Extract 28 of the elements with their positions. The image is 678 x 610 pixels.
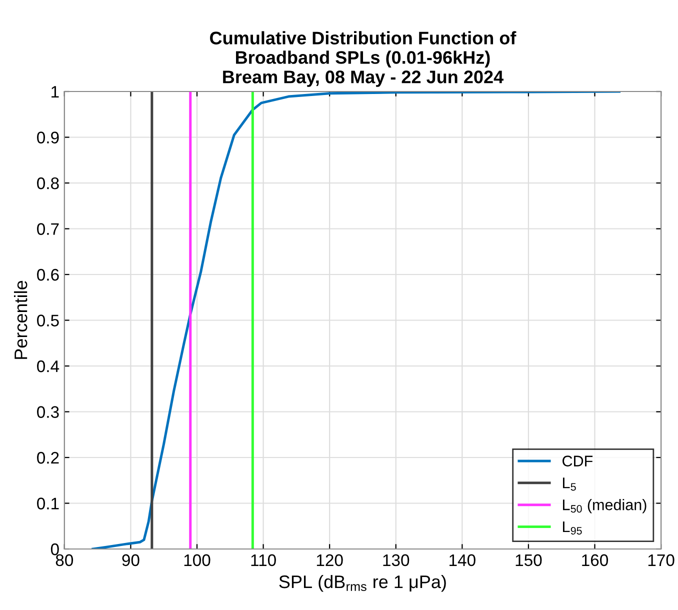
- y-tick-label: 0.3: [37, 406, 59, 418]
- x-tick-label: 110: [251, 554, 276, 566]
- legend-label: CDF: [562, 456, 593, 466]
- legend-label: L$_{95}$: [563, 522, 582, 535]
- x-tick-label: 160: [582, 554, 608, 566]
- x-tick-label: 170: [648, 554, 674, 566]
- y-tick-label: 0.6: [37, 268, 59, 281]
- x-tick-label: 140: [450, 554, 476, 566]
- x-tick-label: 100: [184, 554, 210, 566]
- x-tick-label: 150: [516, 554, 542, 566]
- x-tick-label: 90: [122, 554, 140, 566]
- y-tick-label: 0.7: [37, 223, 59, 235]
- legend-label: L$_{50}$ (median): [563, 499, 646, 514]
- y-tick-label: 0.5: [37, 314, 59, 326]
- x-axis-title: SPL (dB$_{rms}$ re 1 μPa): [279, 574, 446, 592]
- x-tick-label: 80: [56, 554, 74, 566]
- y-tick-label: 0.9: [37, 132, 59, 144]
- y-tick-label: 0.1: [37, 498, 59, 510]
- x-tick-label: 130: [383, 554, 410, 566]
- x-tick-label: 120: [316, 554, 343, 566]
- y-tick-label: 1: [52, 86, 59, 98]
- y-tick-label: 0: [50, 543, 59, 556]
- y-tick-label: 0.8: [37, 177, 59, 190]
- y-tick-label: 0.4: [37, 360, 60, 372]
- legend-label: L$_{5}$: [563, 478, 576, 491]
- chart-title: Cumulative Distribution Function of Broadband SPLs (0.01-96kHz) Bream Bay, 08 May - 22 Jun 2024: [210, 31, 516, 87]
- y-axis-title: Percentile: [14, 280, 28, 359]
- y-tick-label: 0.2: [37, 452, 59, 464]
